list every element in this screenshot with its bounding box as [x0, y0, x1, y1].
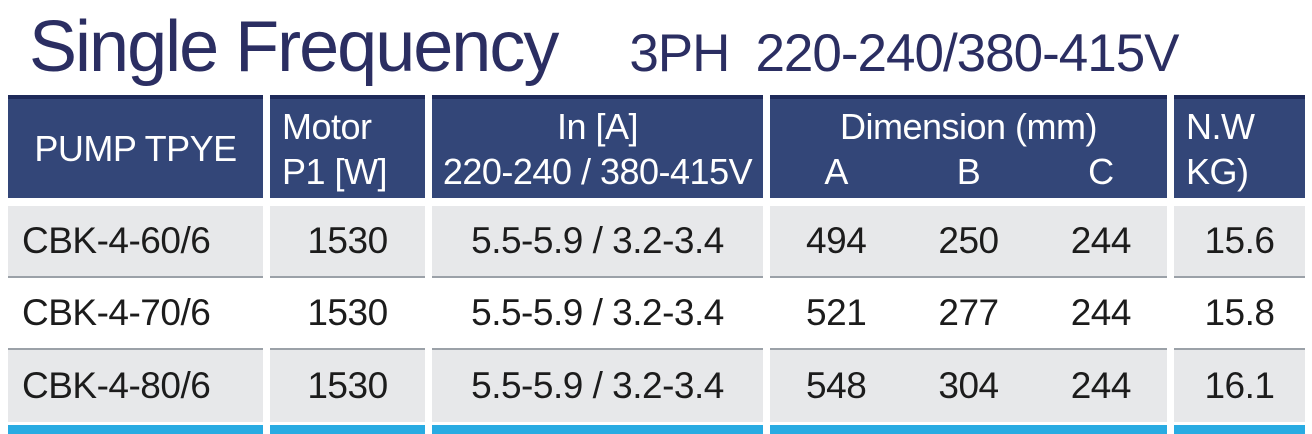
cell-dim-a: 494 — [806, 220, 867, 261]
cell-motor-power: 1530 — [270, 278, 425, 350]
cell-dimensions: 494 250 244 — [770, 206, 1167, 278]
header-dimension-subcolumns: A B C — [770, 149, 1167, 194]
cell-dim-a: 548 — [806, 365, 867, 406]
cell-dim-c: 244 — [1070, 365, 1132, 406]
header-current-line1: In [A] — [556, 105, 639, 147]
header-pump-type-label: PUMP TPYE — [34, 128, 237, 169]
header-cell-net-weight: N.W KG) — [1174, 95, 1305, 198]
header-dimension-label: Dimension (mm) — [839, 105, 1098, 147]
cell-pump-type: CBK-4-60/6 — [8, 206, 263, 278]
cell-dimensions: 548 304 244 — [770, 350, 1167, 422]
page-title: Single Frequency — [29, 7, 559, 87]
dimension-values: 548 304 244 — [770, 365, 1167, 407]
header-cell-pump-type: PUMP TPYE — [8, 95, 263, 198]
cell-motor-power: 1530 — [270, 206, 425, 278]
footer-bar-segment — [770, 425, 1167, 434]
cell-pump-type: CBK-4-70/6 — [8, 278, 263, 350]
cell-current: 5.5-5.9 / 3.2-3.4 — [432, 278, 763, 350]
dimension-values: 521 277 244 — [770, 292, 1167, 334]
subtitle-voltage: 220-240/380-415V — [755, 24, 1179, 83]
cell-net-weight: 15.6 — [1174, 206, 1305, 278]
header-cell-dimension: Dimension (mm) A B C — [770, 95, 1167, 198]
cell-current: 5.5-5.9 / 3.2-3.4 — [432, 350, 763, 422]
cell-dim-b: 304 — [938, 365, 999, 406]
table-row: CBK-4-60/6 1530 5.5-5.9 / 3.2-3.4 494 25… — [8, 206, 1305, 278]
cell-net-weight: 15.8 — [1174, 278, 1305, 350]
dimension-values: 494 250 244 — [770, 220, 1167, 262]
footer-bar-segment — [8, 425, 263, 434]
header-current-line2: 220-240 / 380-415V — [442, 150, 753, 192]
cell-motor-power: 1530 — [270, 350, 425, 422]
table-footer-bar — [8, 425, 1305, 434]
cell-current: 5.5-5.9 / 3.2-3.4 — [432, 206, 763, 278]
table-row: CBK-4-70/6 1530 5.5-5.9 / 3.2-3.4 521 27… — [8, 278, 1305, 350]
masthead: Single Frequency 3PH 220-240/380-415V — [0, 0, 1312, 95]
cell-pump-type: CBK-4-80/6 — [8, 350, 263, 422]
cell-dim-b: 250 — [938, 220, 999, 261]
cell-dim-a: 521 — [806, 292, 867, 333]
subtitle-phase: 3PH — [629, 24, 730, 83]
footer-bar-segment — [270, 425, 425, 434]
cell-dim-c: 244 — [1070, 220, 1132, 261]
cell-net-weight: 16.1 — [1174, 350, 1305, 422]
cell-dim-b: 277 — [938, 292, 999, 333]
spec-table: PUMP TPYE Motor P1 [W] In [A] 220-240 / … — [8, 95, 1305, 434]
header-cell-current: In [A] 220-240 / 380-415V — [432, 95, 763, 198]
cell-dim-c: 244 — [1070, 292, 1132, 333]
cell-dimensions: 521 277 244 — [770, 278, 1167, 350]
header-motor-line1: Motor — [282, 105, 372, 147]
header-motor-line2: P1 [W] — [282, 150, 388, 192]
page-subtitle: 3PH 220-240/380-415V — [629, 23, 1179, 84]
header-dim-a: A — [824, 150, 848, 192]
header-nw-line1: N.W — [1186, 105, 1255, 147]
header-cell-motor: Motor P1 [W] — [270, 95, 425, 198]
footer-bar-segment — [1174, 425, 1305, 434]
header-dim-c: C — [1088, 150, 1114, 192]
table-row: CBK-4-80/6 1530 5.5-5.9 / 3.2-3.4 548 30… — [8, 350, 1305, 422]
header-nw-line2: KG) — [1186, 150, 1249, 192]
footer-bar-segment — [432, 425, 763, 434]
table-header-row: PUMP TPYE Motor P1 [W] In [A] 220-240 / … — [8, 95, 1305, 198]
header-dim-b: B — [956, 150, 981, 192]
